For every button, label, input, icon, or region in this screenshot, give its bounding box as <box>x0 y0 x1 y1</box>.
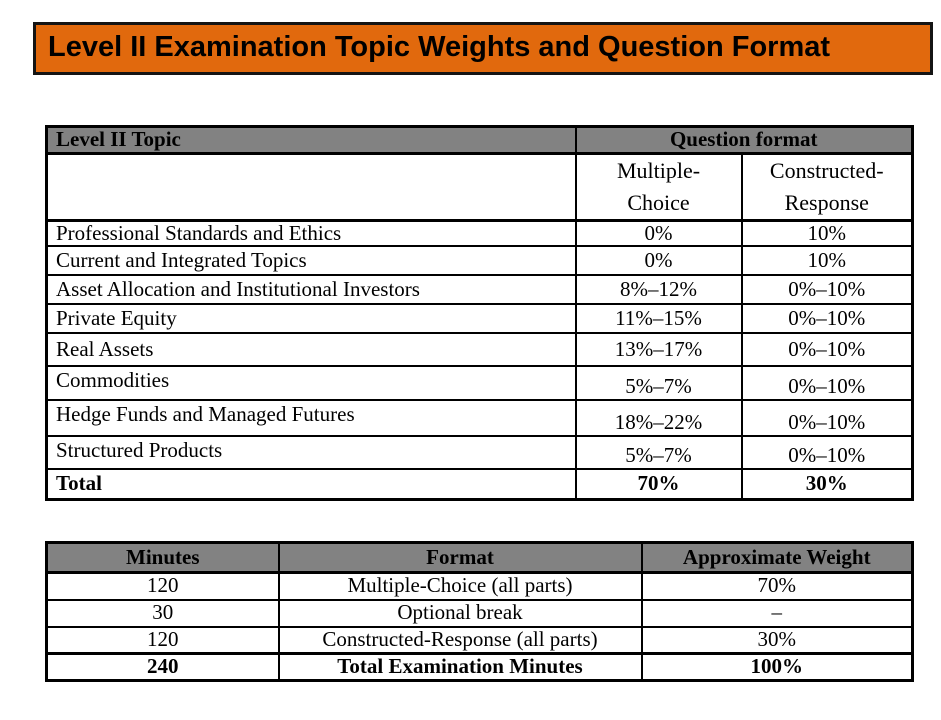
table-row: 120 Multiple-Choice (all parts) 70% <box>45 571 914 601</box>
total-label-cell: Total <box>45 468 577 501</box>
multiple-choice-cell: 0% <box>574 219 743 248</box>
table-header-row: Minutes Format Approximate Weight <box>45 541 914 574</box>
weight-cell: – <box>640 598 914 628</box>
total-minutes-cell: 240 <box>45 652 280 682</box>
header-question-format: Question format <box>574 125 914 155</box>
minutes-cell: 30 <box>45 598 280 628</box>
table-row: Private Equity 11%–15% 0%–10% <box>45 303 914 335</box>
header-level-ii-topic: Level II Topic <box>45 125 577 155</box>
constructed-response-cell: 10% <box>740 245 914 277</box>
topic-cell: Real Assets <box>45 332 577 368</box>
constructed-response-cell: 0%–10% <box>740 303 914 335</box>
weight-cell: 70% <box>640 571 914 601</box>
table-header-row: Level II Topic Question format <box>45 125 914 155</box>
table-row: 120 Constructed-Response (all parts) 30% <box>45 625 914 655</box>
topic-cell: Private Equity <box>45 303 577 335</box>
table-row: Commodities 5%–7% 0%–10% <box>45 365 914 402</box>
multiple-choice-cell: 0% <box>574 245 743 277</box>
multiple-choice-cell: 5%–7% <box>574 435 743 471</box>
table-row: Asset Allocation and Institutional Inves… <box>45 274 914 306</box>
constructed-response-cell: 0%–10% <box>740 332 914 368</box>
multiple-choice-cell: 8%–12% <box>574 274 743 306</box>
constructed-response-cell: 0%–10% <box>740 365 914 402</box>
table-row: Hedge Funds and Managed Futures 18%–22% … <box>45 399 914 438</box>
topic-cell: Commodities <box>45 365 577 402</box>
header-format: Format <box>277 541 643 574</box>
topic-cell: Structured Products <box>45 435 577 471</box>
format-cell: Constructed-Response (all parts) <box>277 625 643 655</box>
topic-cell: Hedge Funds and Managed Futures <box>45 399 577 438</box>
format-cell: Optional break <box>277 598 643 628</box>
topic-cell: Professional Standards and Ethics <box>45 219 577 248</box>
total-weight-cell: 100% <box>640 652 914 682</box>
constructed-response-cell: 10% <box>740 219 914 248</box>
topic-weights-table: Level II Topic Question format Multiple-… <box>45 125 915 501</box>
table-row: 30 Optional break – <box>45 598 914 628</box>
constructed-response-cell: 0%–10% <box>740 274 914 306</box>
multiple-choice-cell: 13%–17% <box>574 332 743 368</box>
table-row: Professional Standards and Ethics 0% 10% <box>45 219 914 248</box>
constructed-response-cell: 0%–10% <box>740 435 914 471</box>
header-approximate-weight: Approximate Weight <box>640 541 914 574</box>
format-cell: Multiple-Choice (all parts) <box>277 571 643 601</box>
header-constructed-response: Constructed- Response <box>740 152 914 222</box>
minutes-cell: 120 <box>45 571 280 601</box>
header-empty-cell <box>45 152 577 222</box>
header-multiple-choice: Multiple- Choice <box>574 152 743 222</box>
total-multiple-choice-cell: 70% <box>574 468 743 501</box>
constructed-response-cell: 0%–10% <box>740 399 914 438</box>
total-format-cell: Total Examination Minutes <box>277 652 643 682</box>
multiple-choice-cell: 11%–15% <box>574 303 743 335</box>
weight-cell: 30% <box>640 625 914 655</box>
title-banner: Level II Examination Topic Weights and Q… <box>33 22 933 75</box>
topic-cell: Current and Integrated Topics <box>45 245 577 277</box>
minutes-cell: 120 <box>45 625 280 655</box>
table-total-row: 240 Total Examination Minutes 100% <box>45 652 914 682</box>
page-title: Level II Examination Topic Weights and Q… <box>48 30 831 63</box>
multiple-choice-cell: 5%–7% <box>574 365 743 402</box>
topic-cell: Asset Allocation and Institutional Inves… <box>45 274 577 306</box>
table-row: Structured Products 5%–7% 0%–10% <box>45 435 914 471</box>
table-total-row: Total 70% 30% <box>45 468 914 501</box>
multiple-choice-cell: 18%–22% <box>574 399 743 438</box>
header-minutes: Minutes <box>45 541 280 574</box>
total-constructed-response-cell: 30% <box>740 468 914 501</box>
table-row: Current and Integrated Topics 0% 10% <box>45 245 914 277</box>
exam-minutes-table: Minutes Format Approximate Weight 120 Mu… <box>45 541 914 682</box>
table-subheader-row: Multiple- Choice Constructed- Response <box>45 152 914 222</box>
table-row: Real Assets 13%–17% 0%–10% <box>45 332 914 368</box>
